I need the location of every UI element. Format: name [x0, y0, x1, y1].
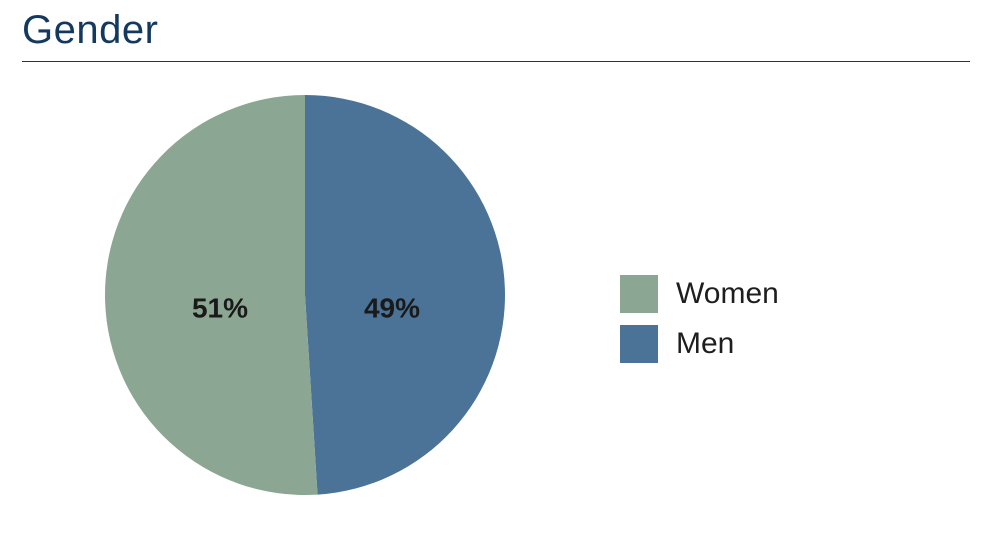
- chart-title: Gender: [22, 8, 970, 53]
- pie-slices: [105, 95, 505, 495]
- chart-area: 51% 49% Women Men: [0, 75, 992, 552]
- pie-chart: 51% 49%: [105, 95, 505, 495]
- pie-label-men: 49%: [364, 292, 420, 323]
- legend-swatch-men: [620, 325, 658, 363]
- legend-item-women: Women: [620, 275, 779, 313]
- legend-label-women: Women: [676, 277, 779, 311]
- legend-label-men: Men: [676, 327, 734, 361]
- pie-label-women: 51%: [192, 292, 248, 323]
- legend-item-men: Men: [620, 325, 779, 363]
- legend-swatch-women: [620, 275, 658, 313]
- title-block: Gender: [22, 8, 970, 62]
- pie-svg: 51% 49%: [105, 95, 505, 495]
- title-rule: [22, 61, 970, 62]
- legend: Women Men: [620, 275, 779, 375]
- chart-page: Gender 51% 49% Women Men: [0, 0, 992, 552]
